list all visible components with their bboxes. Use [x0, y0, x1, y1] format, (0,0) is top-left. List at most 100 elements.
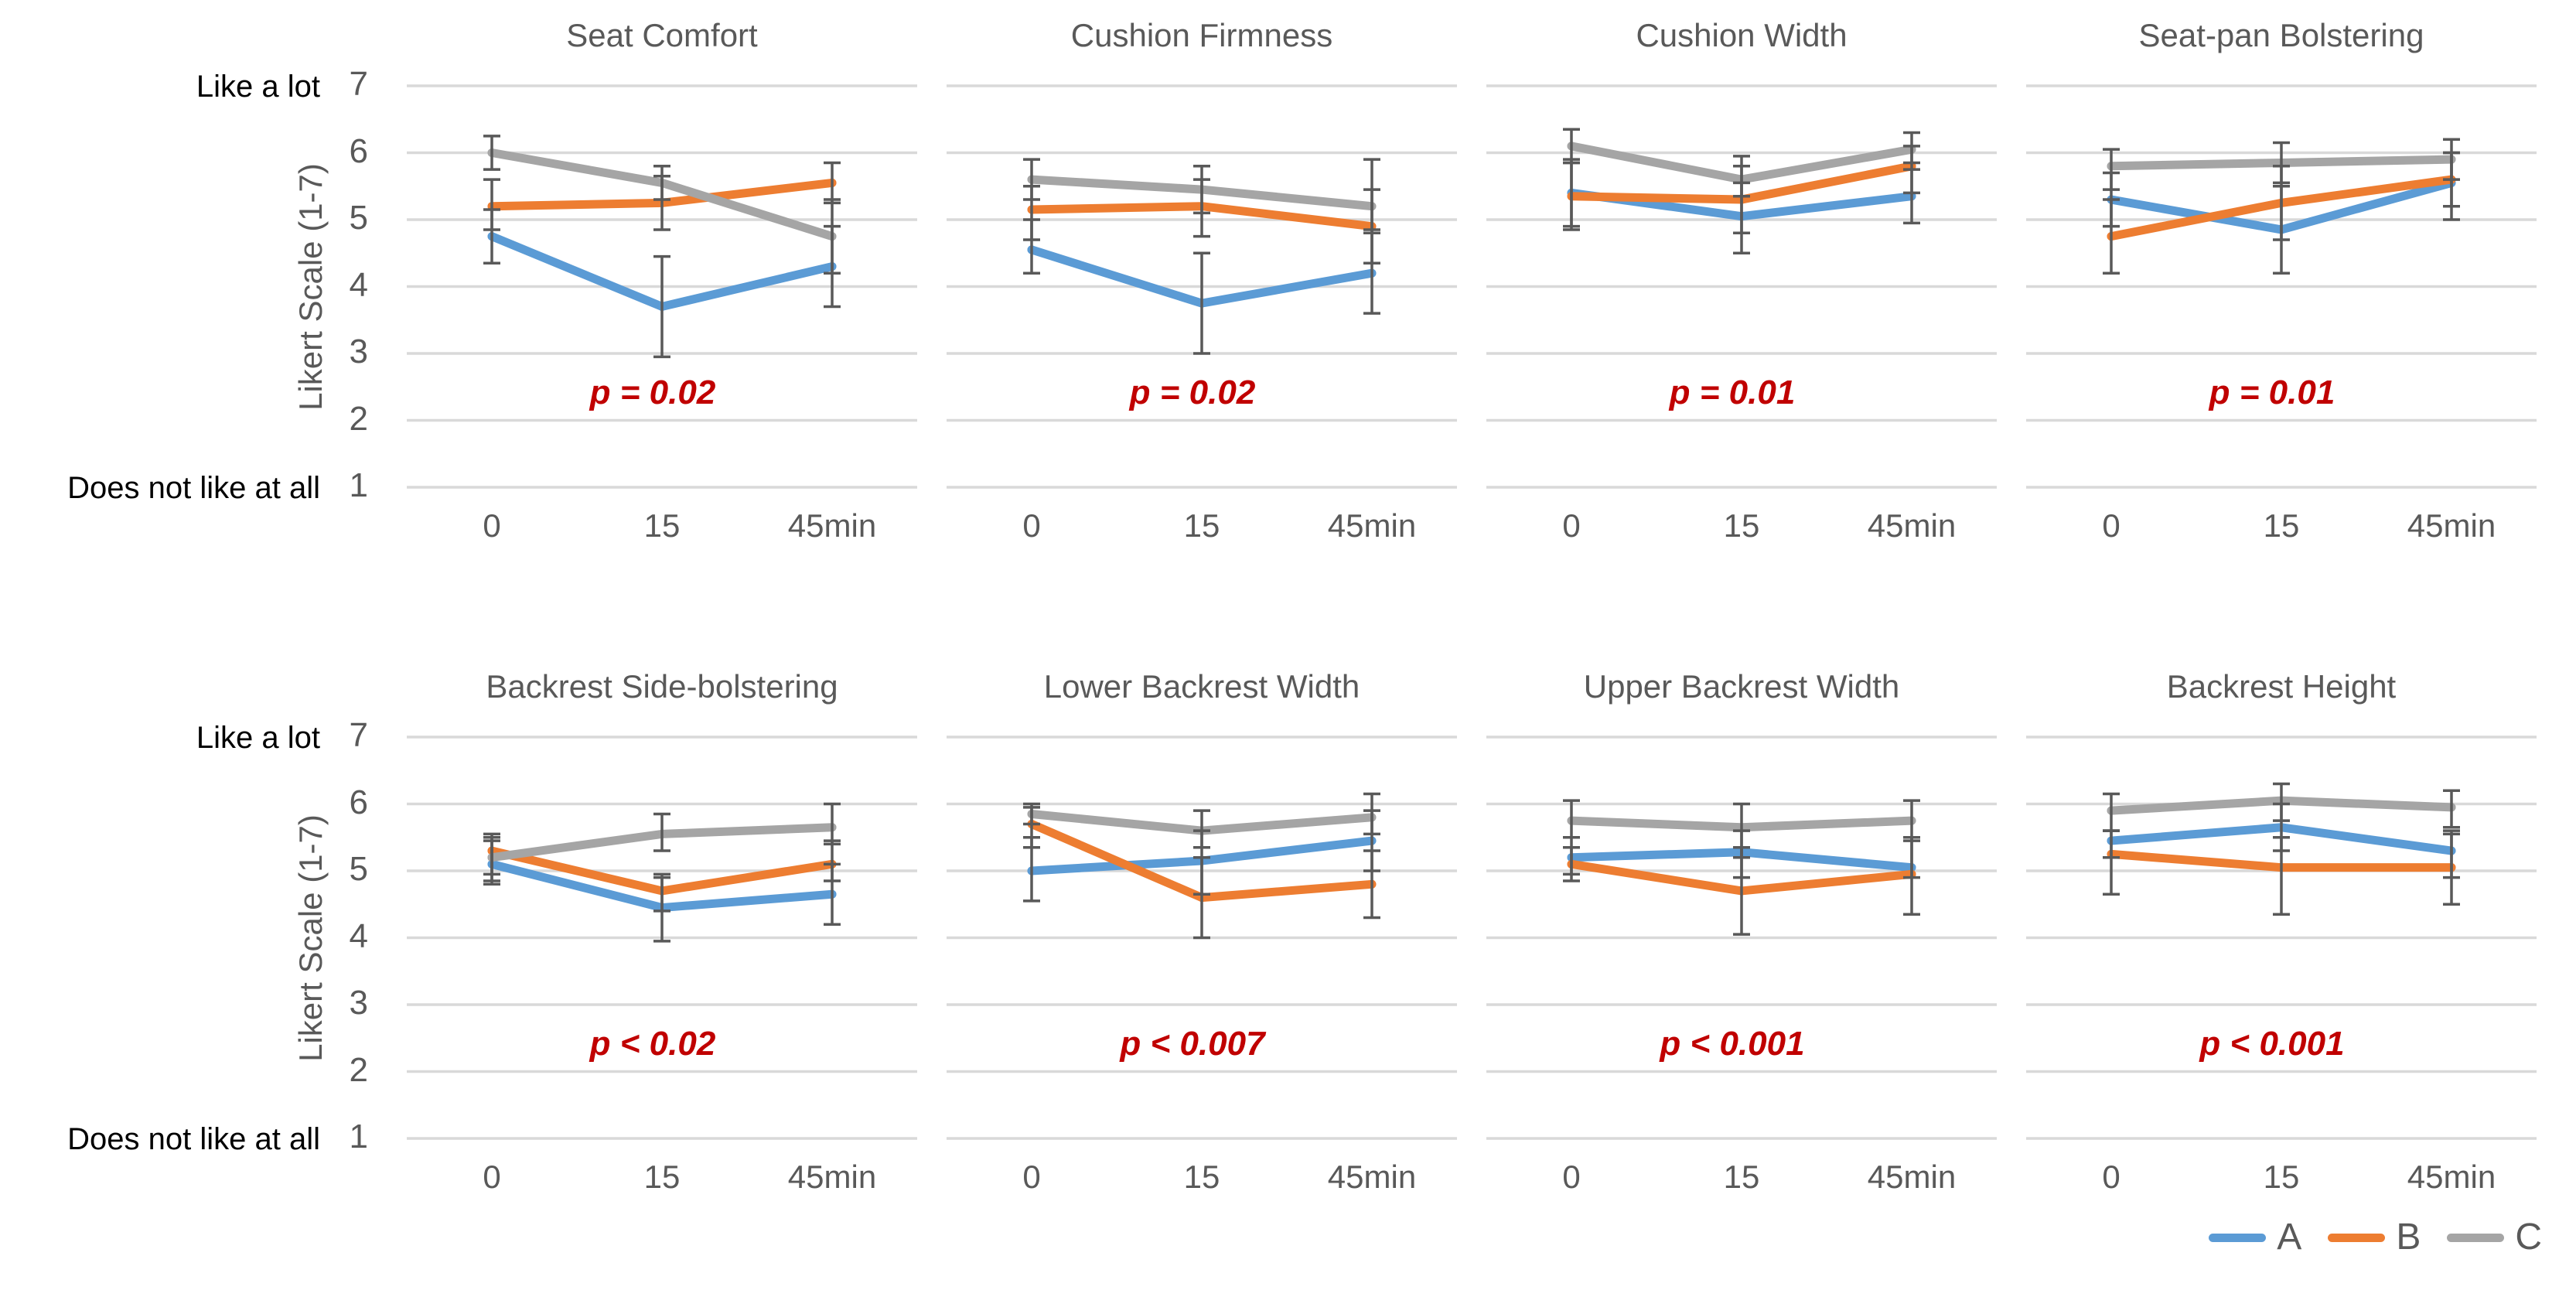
- legend-label: C: [2515, 1217, 2542, 1258]
- p-value-annotation: p < 0.001: [2199, 1025, 2344, 1063]
- error-bar-C-15: [653, 165, 670, 201]
- y-tick-3: 3: [349, 333, 368, 370]
- chart-title: Backrest Side-bolstering: [486, 668, 838, 705]
- error-bar-C-45min: [2443, 138, 2460, 181]
- plot-area: 0 15 45min p < 0.02: [407, 735, 917, 1195]
- plot-area: 0 15 45min p = 0.02: [947, 84, 1457, 544]
- y-tick-1: 1: [349, 466, 368, 504]
- error-bar-C-45min: [824, 198, 841, 275]
- x-tick-15: 15: [2264, 507, 2300, 544]
- y-tick-1: 1: [349, 1118, 368, 1155]
- error-bar-C-15: [1733, 155, 1750, 198]
- plot-area: 0 15 45min p = 0.02: [407, 84, 917, 544]
- y-tick-2: 2: [349, 399, 368, 438]
- p-value-annotation: p = 0.01: [2209, 374, 2335, 411]
- error-bar-B-0: [483, 178, 500, 231]
- chart-title: Upper Backrest Width: [1583, 668, 1900, 705]
- chart-seat-comfort: Seat Comfort 0 15 45min p = 0.02: [407, 12, 917, 554]
- error-bar-C-45min: [1903, 799, 1920, 842]
- legend-item-B: B: [2328, 1219, 2421, 1256]
- y-tick-6: 6: [349, 131, 368, 170]
- y-tick-5: 5: [349, 850, 368, 888]
- error-bar-C-0: [2103, 148, 2120, 191]
- x-tick-15: 15: [1184, 507, 1220, 544]
- legend-label: A: [2277, 1217, 2302, 1258]
- x-tick-45min: 45min: [788, 507, 876, 544]
- legend: A B C: [0, 1219, 2576, 1256]
- error-bar-C-45min: [1363, 158, 1380, 235]
- chart-row-bottom: Like a lot Does not like at all Likert S…: [0, 664, 2576, 1205]
- legend-line-icon: [2209, 1233, 2267, 1242]
- x-tick-0: 0: [1022, 1159, 1040, 1195]
- chart-title: Cushion Firmness: [1070, 17, 1333, 53]
- p-value-annotation: p < 0.001: [1659, 1025, 1804, 1063]
- x-tick-0: 0: [483, 1159, 500, 1195]
- error-bar-C-45min: [2443, 789, 2460, 829]
- error-bar-B-0: [1563, 845, 1580, 882]
- x-tick-0: 0: [1022, 507, 1040, 544]
- error-bar-C-15: [1193, 165, 1210, 215]
- error-bar-C-0: [1563, 799, 1580, 839]
- chart-title: Lower Backrest Width: [1043, 668, 1360, 705]
- chart-title: Cushion Width: [1636, 17, 1848, 53]
- error-bar-C-0: [483, 135, 500, 171]
- chart-title: Seat-pan Bolstering: [2138, 17, 2424, 53]
- x-tick-45min: 45min: [1328, 1159, 1416, 1195]
- error-bar-A-15: [1193, 251, 1210, 355]
- legend-line-icon: [2328, 1233, 2386, 1242]
- error-bar-C-15: [2273, 782, 2290, 822]
- y-tick-3: 3: [349, 984, 368, 1022]
- p-value-annotation: p < 0.007: [1119, 1025, 1267, 1063]
- charts-container-top: Seat Comfort 0 15 45min p = 0.02 Cushion Firm…: [407, 12, 2576, 554]
- x-tick-15: 15: [2264, 1159, 2300, 1195]
- legend-label: B: [2396, 1217, 2421, 1258]
- x-tick-45min: 45min: [1868, 507, 1956, 544]
- chart-title: Seat Comfort: [566, 17, 758, 53]
- chart-row-top: Like a lot Does not like at all Likert S…: [0, 0, 2576, 554]
- x-tick-0: 0: [1562, 1159, 1580, 1195]
- y-axis-top: Like a lot Does not like at all Likert S…: [5, 12, 407, 554]
- error-bar-B-0: [2103, 198, 2120, 275]
- error-bar-C-15: [653, 812, 670, 852]
- error-bar-B-15: [1193, 855, 1210, 940]
- error-bar-B-45min: [1363, 849, 1380, 920]
- y-axis-anchor-does-not-like: Does not like at all: [67, 1122, 320, 1156]
- plot-area: 0 15 45min p < 0.007: [947, 735, 1457, 1195]
- x-tick-0: 0: [2102, 1159, 2120, 1195]
- charts-container-bottom: Backrest Side-bolstering 0 15 45min p < 0.02…: [407, 664, 2576, 1205]
- error-bar-C-0: [1023, 158, 1040, 201]
- y-tick-5: 5: [349, 199, 368, 237]
- plot-area: 0 15 45min p < 0.001: [2026, 735, 2537, 1195]
- y-tick-4: 4: [349, 265, 368, 304]
- x-tick-15: 15: [644, 507, 681, 544]
- x-tick-0: 0: [1562, 507, 1580, 544]
- error-bar-C-0: [1563, 128, 1580, 165]
- y-axis-anchor-does-not-like: Does not like at all: [67, 471, 320, 505]
- p-value-annotation: p < 0.02: [589, 1025, 716, 1063]
- x-tick-45min: 45min: [788, 1159, 876, 1195]
- y-axis-bottom: Like a lot Does not like at all Likert S…: [5, 664, 407, 1205]
- chart-backrest-height: Backrest Height 0 15 45min p < 0.001: [2026, 664, 2537, 1205]
- x-tick-45min: 45min: [2407, 1159, 2496, 1195]
- x-tick-15: 15: [1724, 1159, 1760, 1195]
- p-value-annotation: p = 0.01: [1669, 374, 1796, 411]
- error-bar-C-15: [1733, 802, 1750, 859]
- legend-line-icon: [2447, 1233, 2505, 1242]
- error-bar-B-15: [653, 872, 670, 913]
- x-tick-45min: 45min: [1868, 1159, 1956, 1195]
- chart-title: Backrest Height: [2166, 668, 2397, 705]
- error-bar-B-15: [2273, 836, 2290, 916]
- p-value-annotation: p = 0.02: [589, 374, 716, 411]
- y-tick-4: 4: [349, 916, 368, 955]
- y-tick-7: 7: [349, 716, 368, 754]
- x-tick-15: 15: [644, 1159, 681, 1195]
- x-tick-0: 0: [483, 507, 500, 544]
- chart-seat-pan-bolstering: Seat-pan Bolstering 0 15 45min p = 0.01: [2026, 12, 2537, 554]
- plot-area: 0 15 45min p = 0.01: [2026, 84, 2537, 544]
- error-bar-C-0: [2103, 792, 2120, 832]
- legend-item-A: A: [2209, 1219, 2301, 1256]
- y-axis-tick-labels: 7 6 5 4 3 2 1: [5, 12, 407, 554]
- plot-area: 0 15 45min p < 0.001: [1486, 735, 1997, 1195]
- x-tick-15: 15: [1724, 507, 1760, 544]
